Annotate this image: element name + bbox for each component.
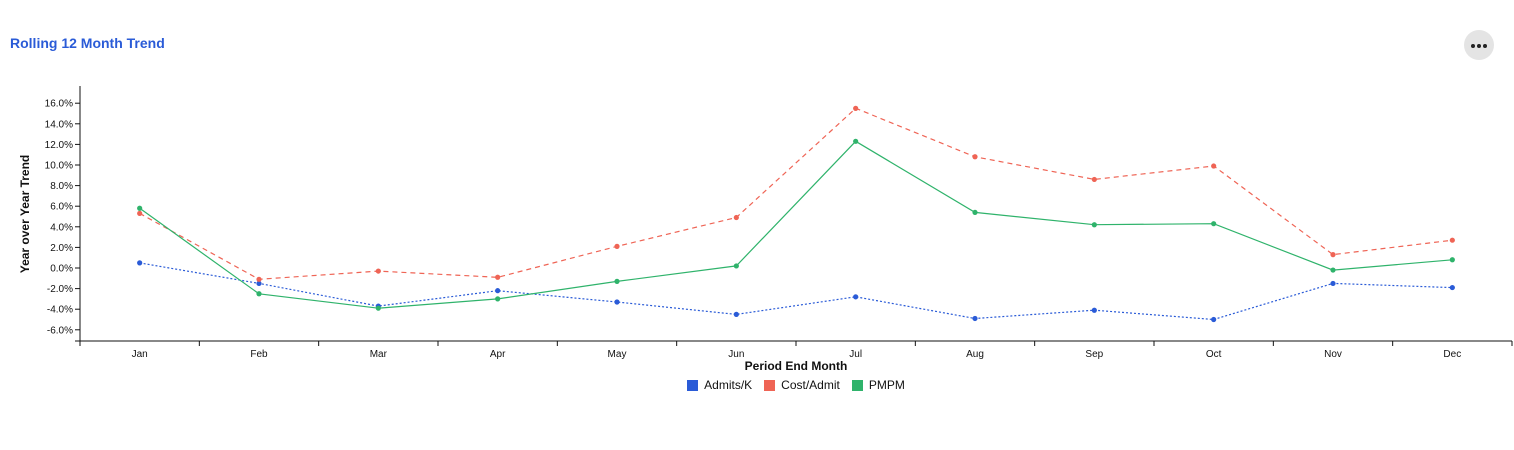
y-tick-label: 8.0% <box>50 181 73 192</box>
y-tick-label: 16.0% <box>45 99 73 110</box>
data-point[interactable] <box>1449 284 1455 291</box>
data-point[interactable] <box>495 296 501 302</box>
series-pmpm <box>137 138 1455 311</box>
data-point[interactable] <box>495 288 501 294</box>
y-tick-label: 0.0% <box>50 264 73 275</box>
y-tick-label: -6.0% <box>47 325 73 336</box>
x-tick-label: Mar <box>370 349 388 360</box>
x-tick-label: Jun <box>728 349 744 360</box>
data-point[interactable] <box>375 268 381 274</box>
data-point[interactable] <box>1449 257 1455 263</box>
legend-swatch <box>764 379 776 391</box>
x-tick-label: May <box>608 349 627 360</box>
data-point[interactable] <box>972 154 978 160</box>
series-layer <box>137 105 1455 323</box>
data-point[interactable] <box>1330 267 1336 273</box>
x-tick-label: Jul <box>849 349 862 360</box>
data-point[interactable] <box>1330 280 1336 287</box>
legend-label: Admits/K <box>704 378 753 392</box>
data-point[interactable] <box>972 209 978 215</box>
data-point[interactable] <box>1211 316 1217 323</box>
y-axis: 16.0% 14.0% 12.0% 10.0% 8.0% 6.0% 4.0% 2.0% 0.0%… <box>45 86 81 342</box>
data-point[interactable] <box>256 276 262 282</box>
data-point[interactable] <box>733 214 739 221</box>
y-tick-label: -2.0% <box>47 284 73 295</box>
data-point[interactable] <box>733 311 739 317</box>
x-tick-label: Nov <box>1324 349 1342 360</box>
legend-label: PMPM <box>868 378 905 392</box>
dot <box>1471 44 1475 48</box>
data-point[interactable] <box>137 205 143 211</box>
legend-item[interactable]: Cost/Admit <box>764 378 840 392</box>
dot <box>1477 44 1481 48</box>
series-line <box>139 262 1453 321</box>
data-point[interactable] <box>1449 237 1455 243</box>
series-line <box>139 107 1453 280</box>
legend-item[interactable]: Admits/K <box>687 378 752 392</box>
data-point[interactable] <box>614 243 620 249</box>
data-point[interactable] <box>1091 222 1097 228</box>
dot <box>1483 44 1487 48</box>
series-line <box>139 140 1453 309</box>
data-point[interactable] <box>1211 221 1217 227</box>
x-tick-label: Oct <box>1206 349 1222 360</box>
data-point[interactable] <box>1330 252 1336 258</box>
chart-title: Rolling 12 Month Trend <box>10 35 165 51</box>
y-tick-label: 6.0% <box>50 202 73 213</box>
legend: Admits/K Cost/Admit PMPM <box>0 378 1514 392</box>
y-axis-title: Year over Year Trend <box>18 155 32 274</box>
legend-swatch <box>687 379 699 391</box>
y-tick-label: 4.0% <box>50 222 73 233</box>
legend-label: Cost/Admit <box>781 378 840 392</box>
legend-item[interactable]: PMPM <box>851 378 905 392</box>
legend-swatch <box>851 379 863 391</box>
more-options-icon[interactable] <box>1464 30 1494 60</box>
x-tick-label: Dec <box>1443 349 1461 360</box>
y-tick-label: 2.0% <box>50 243 73 254</box>
series-admits-k <box>137 260 1455 323</box>
data-point[interactable] <box>733 263 739 269</box>
data-point[interactable] <box>1211 163 1217 169</box>
data-point[interactable] <box>256 280 262 287</box>
x-tick-label: Apr <box>490 349 506 360</box>
data-point[interactable] <box>853 138 859 144</box>
series-cost-admit <box>137 105 1455 282</box>
x-axis-title: Period End Month <box>745 359 848 373</box>
data-point[interactable] <box>137 210 143 217</box>
x-tick-label: Feb <box>250 349 268 360</box>
data-point[interactable] <box>972 315 978 322</box>
x-axis: Jan Feb Mar Apr May Jun Jul Aug Sep Oct Nov Dec <box>79 340 1513 360</box>
data-point[interactable] <box>495 274 501 280</box>
y-tick-label: 14.0% <box>45 119 73 130</box>
y-tick-label: -4.0% <box>47 305 73 316</box>
data-point[interactable] <box>256 291 262 297</box>
data-point[interactable] <box>1091 176 1097 183</box>
x-tick-label: Sep <box>1085 349 1103 360</box>
data-point[interactable] <box>614 278 620 284</box>
data-point[interactable] <box>375 305 381 311</box>
data-point[interactable] <box>853 294 859 300</box>
y-tick-label: 12.0% <box>45 140 73 151</box>
data-point[interactable] <box>614 299 620 305</box>
data-point[interactable] <box>1091 307 1097 313</box>
y-tick-label: 10.0% <box>45 161 73 172</box>
x-tick-label: Jan <box>132 349 148 360</box>
data-point[interactable] <box>137 260 143 266</box>
x-tick-label: Aug <box>966 349 984 360</box>
data-point[interactable] <box>853 105 859 111</box>
